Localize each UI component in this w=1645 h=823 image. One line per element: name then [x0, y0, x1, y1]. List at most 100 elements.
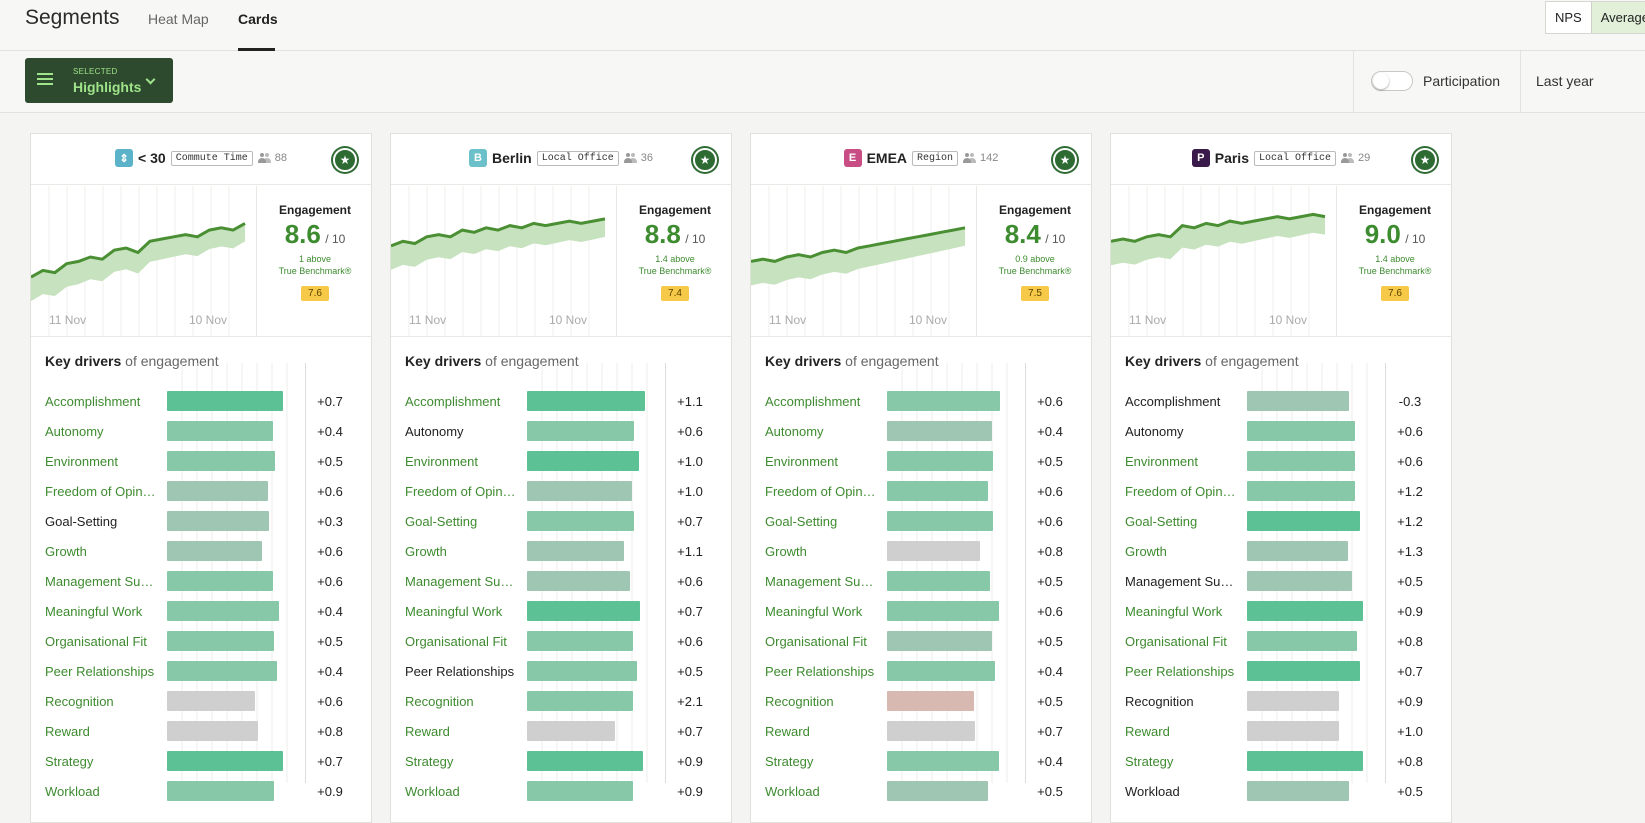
- nps-mode-button[interactable]: NPS: [1555, 10, 1582, 25]
- driver-impact: +0.7: [317, 394, 343, 409]
- driver-row[interactable]: Reward +0.7: [751, 717, 1091, 747]
- segment-selector-button[interactable]: SELECTED Highlights: [25, 58, 173, 103]
- period-selector[interactable]: Last year: [1536, 73, 1594, 89]
- driver-row[interactable]: Management Su… +0.6: [31, 567, 371, 597]
- segment-respondent-count: 88: [274, 152, 287, 164]
- driver-row[interactable]: Organisational Fit +0.5: [751, 627, 1091, 657]
- driver-row[interactable]: Freedom of Opin… +0.6: [31, 477, 371, 507]
- driver-row[interactable]: Reward +1.0: [1111, 717, 1451, 747]
- driver-bar-track: [887, 511, 1013, 531]
- average-mode-button[interactable]: Average: [1590, 2, 1645, 33]
- driver-name: Freedom of Opin…: [765, 484, 876, 499]
- driver-bar: [1247, 751, 1363, 771]
- driver-row[interactable]: Meaningful Work +0.9: [1111, 597, 1451, 627]
- driver-row[interactable]: Meaningful Work +0.6: [751, 597, 1091, 627]
- driver-row[interactable]: Peer Relationships +0.7: [1111, 657, 1451, 687]
- driver-bar-track: [1247, 511, 1373, 531]
- segment-card[interactable]: P Paris Local Office 29 ★ 11 Nov 10 Nov …: [1110, 133, 1452, 823]
- participation-switch[interactable]: [1371, 71, 1413, 91]
- driver-row[interactable]: Autonomy +0.4: [751, 417, 1091, 447]
- star-icon[interactable]: ★: [693, 148, 717, 172]
- tab-cards[interactable]: Cards: [238, 11, 278, 27]
- driver-bar: [527, 601, 640, 621]
- driver-row[interactable]: Peer Relationships +0.5: [391, 657, 731, 687]
- driver-row[interactable]: Goal-Setting +0.6: [751, 507, 1091, 537]
- driver-row[interactable]: Freedom of Opin… +1.2: [1111, 477, 1451, 507]
- driver-row[interactable]: Goal-Setting +0.7: [391, 507, 731, 537]
- driver-row[interactable]: Meaningful Work +0.4: [31, 597, 371, 627]
- driver-row[interactable]: Reward +0.7: [391, 717, 731, 747]
- driver-row[interactable]: Organisational Fit +0.5: [31, 627, 371, 657]
- driver-row[interactable]: Growth +0.8: [751, 537, 1091, 567]
- driver-row[interactable]: Environment +1.0: [391, 447, 731, 477]
- driver-row[interactable]: Environment +0.5: [751, 447, 1091, 477]
- star-icon[interactable]: ★: [333, 148, 357, 172]
- driver-row[interactable]: Recognition +0.5: [751, 687, 1091, 717]
- driver-name: Recognition: [405, 694, 474, 709]
- divider: [1385, 363, 1386, 783]
- segment-card[interactable]: E EMEA Region 142 ★ 11 Nov 10 Nov Engage…: [750, 133, 1092, 823]
- driver-row[interactable]: Strategy +0.4: [751, 747, 1091, 777]
- segment-respondent-count: 36: [640, 152, 653, 164]
- segment-card[interactable]: ⇕ < 30 Commute Time 88 ★ 11 Nov 10 Nov E…: [30, 133, 372, 823]
- driver-row[interactable]: Strategy +0.9: [391, 747, 731, 777]
- driver-row[interactable]: Growth +1.3: [1111, 537, 1451, 567]
- driver-row[interactable]: Meaningful Work +0.7: [391, 597, 731, 627]
- driver-row[interactable]: Workload +0.9: [31, 777, 371, 807]
- engagement-trend-chart: 11 Nov 10 Nov: [31, 186, 257, 336]
- driver-row[interactable]: Environment +0.5: [31, 447, 371, 477]
- benchmark-label: True Benchmark®: [278, 266, 352, 276]
- driver-row[interactable]: Autonomy +0.4: [31, 417, 371, 447]
- driver-row[interactable]: Peer Relationships +0.4: [751, 657, 1091, 687]
- driver-row[interactable]: Organisational Fit +0.6: [391, 627, 731, 657]
- driver-name: Autonomy: [1125, 424, 1184, 439]
- driver-row[interactable]: Management Su… +0.6: [391, 567, 731, 597]
- driver-row[interactable]: Organisational Fit +0.8: [1111, 627, 1451, 657]
- star-icon[interactable]: ★: [1053, 148, 1077, 172]
- driver-bar: [527, 421, 634, 441]
- driver-row[interactable]: Accomplishment +0.6: [751, 387, 1091, 417]
- segment-card[interactable]: B Berlin Local Office 36 ★ 11 Nov 10 Nov…: [390, 133, 732, 823]
- segment-respondent-count: 142: [980, 152, 999, 164]
- driver-row[interactable]: Accomplishment -0.3: [1111, 387, 1451, 417]
- driver-row[interactable]: Reward +0.8: [31, 717, 371, 747]
- driver-name: Workload: [1125, 784, 1180, 799]
- key-drivers-title: Key drivers of engagement: [1125, 353, 1299, 369]
- driver-row[interactable]: Freedom of Opin… +1.0: [391, 477, 731, 507]
- driver-row[interactable]: Workload +0.5: [1111, 777, 1451, 807]
- driver-row[interactable]: Strategy +0.7: [31, 747, 371, 777]
- driver-row[interactable]: Accomplishment +0.7: [31, 387, 371, 417]
- driver-impact: +0.4: [1037, 754, 1063, 769]
- x-axis-label: 10 Nov: [189, 313, 228, 327]
- star-icon[interactable]: ★: [1413, 148, 1437, 172]
- driver-bar-track: [1247, 601, 1373, 621]
- driver-row[interactable]: Autonomy +0.6: [391, 417, 731, 447]
- driver-bar: [887, 751, 999, 771]
- driver-name: Environment: [405, 454, 478, 469]
- tab-heat-map[interactable]: Heat Map: [148, 11, 209, 27]
- driver-row[interactable]: Environment +0.6: [1111, 447, 1451, 477]
- driver-row[interactable]: Autonomy +0.6: [1111, 417, 1451, 447]
- engagement-value: 8.6: [284, 219, 321, 249]
- driver-row[interactable]: Management Su… +0.5: [1111, 567, 1451, 597]
- benchmark-delta: 0.9 above: [1015, 254, 1055, 264]
- driver-impact: +0.5: [1397, 784, 1423, 799]
- driver-row[interactable]: Goal-Setting +0.3: [31, 507, 371, 537]
- driver-row[interactable]: Management Su… +0.5: [751, 567, 1091, 597]
- driver-row[interactable]: Accomplishment +1.1: [391, 387, 731, 417]
- driver-row[interactable]: Workload +0.5: [751, 777, 1091, 807]
- driver-row[interactable]: Freedom of Opin… +0.6: [751, 477, 1091, 507]
- driver-row[interactable]: Strategy +0.8: [1111, 747, 1451, 777]
- driver-row[interactable]: Goal-Setting +1.2: [1111, 507, 1451, 537]
- driver-row[interactable]: Growth +0.6: [31, 537, 371, 567]
- driver-row[interactable]: Growth +1.1: [391, 537, 731, 567]
- driver-row[interactable]: Peer Relationships +0.4: [31, 657, 371, 687]
- driver-row[interactable]: Workload +0.9: [391, 777, 731, 807]
- driver-row[interactable]: Recognition +0.6: [31, 687, 371, 717]
- engagement-score: 8.8 / 10: [617, 219, 733, 250]
- driver-impact: +0.9: [1397, 604, 1423, 619]
- driver-name: Autonomy: [45, 424, 104, 439]
- driver-bar: [1247, 541, 1348, 561]
- driver-row[interactable]: Recognition +2.1: [391, 687, 731, 717]
- driver-row[interactable]: Recognition +0.9: [1111, 687, 1451, 717]
